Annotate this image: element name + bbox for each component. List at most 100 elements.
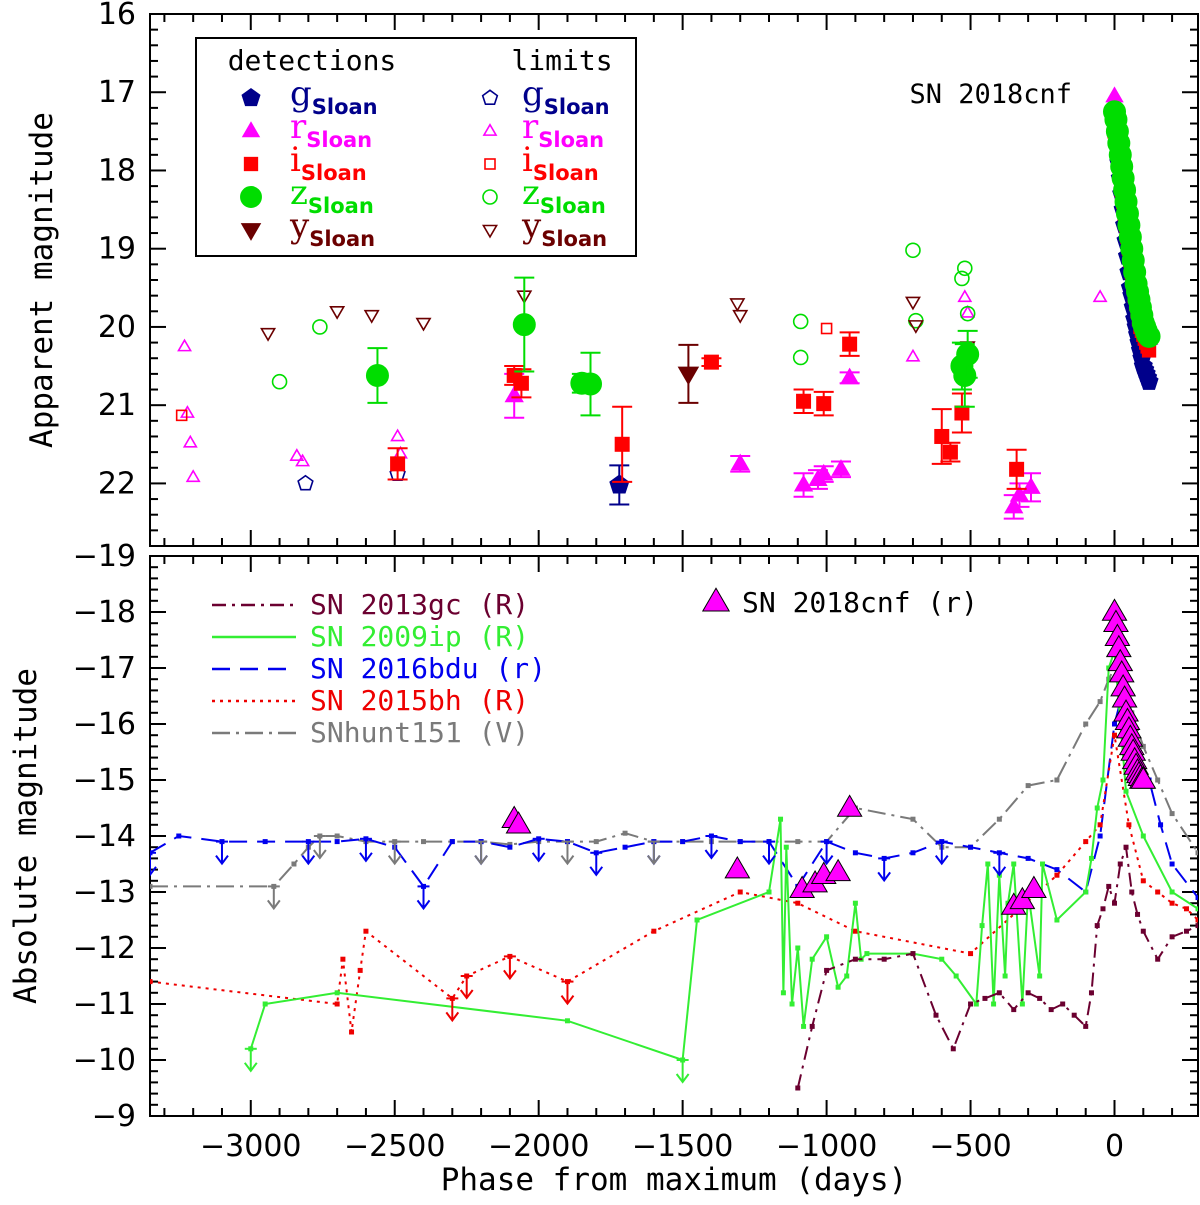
detection-point-z xyxy=(365,363,389,387)
limit-point-y xyxy=(907,320,924,334)
legend-label-sn2015bh: SN 2015bh (R) xyxy=(310,684,529,717)
series-point-sn2016bdu xyxy=(1158,822,1164,828)
legend-marker-limit xyxy=(481,89,499,106)
series-point-sn2013gc xyxy=(1135,911,1141,917)
legend-band-label: iSloan xyxy=(522,140,599,185)
limit-arrow-head xyxy=(704,849,719,860)
series-point-sn2013gc xyxy=(1169,934,1175,940)
series-point-sn2009ip xyxy=(852,900,858,906)
limit-point-r xyxy=(182,434,198,448)
series-point-sn2015bh xyxy=(357,967,363,973)
bottom-legend: SN 2013gc (R)SN 2009ip (R)SN 2016bdu (r)… xyxy=(212,586,978,749)
series-point-sn2013gc xyxy=(1106,883,1112,889)
series-point-sn2013gc xyxy=(852,956,858,962)
y-tick-label: −19 xyxy=(73,539,136,574)
y-tick-label: −10 xyxy=(73,1043,136,1078)
series-point-sn2009ip xyxy=(1169,889,1175,895)
series-point-sn2013gc xyxy=(824,967,830,973)
series-point-sn2013gc xyxy=(1155,956,1161,962)
series-point-sn2009ip xyxy=(766,889,772,895)
series-point-sn2013gc xyxy=(881,956,887,962)
y-tick-label: −15 xyxy=(73,763,136,798)
detection-point-r xyxy=(831,459,851,476)
series-point-sn2009ip xyxy=(1040,861,1046,867)
series-point-snhunt151 xyxy=(1140,743,1146,749)
limit-arrow-head xyxy=(992,866,1007,877)
series-point-sn2013gc xyxy=(1094,923,1100,929)
y-tick-label: 20 xyxy=(98,310,136,345)
detection-point-z xyxy=(579,372,603,396)
limit-point-i xyxy=(820,322,833,335)
series-point-sn2009ip xyxy=(564,1018,570,1024)
series-point-snhunt151 xyxy=(421,839,427,845)
limit-point-y xyxy=(329,305,346,320)
limit-arrow-head xyxy=(474,854,488,866)
sn2018cnf-point xyxy=(1020,875,1047,898)
series-point-sn2009ip xyxy=(1037,973,1043,979)
series-point-sn2015bh xyxy=(349,1029,355,1035)
limit-arrow-head xyxy=(675,1073,690,1084)
series-point-sn2013gc xyxy=(1011,1007,1017,1013)
sn2018cnf-point xyxy=(724,855,751,879)
legend-marker-detection xyxy=(241,121,261,138)
series-point-snhunt151 xyxy=(1195,850,1198,856)
limit-point-z xyxy=(959,305,976,322)
series-point-sn2013gc xyxy=(1088,990,1094,996)
series-point-snhunt151 xyxy=(795,839,801,845)
series-point-sn2013gc xyxy=(1071,1012,1077,1018)
band-subscript: Sloan xyxy=(533,161,599,185)
detection-point-i xyxy=(796,393,812,409)
y-tick-label: 22 xyxy=(98,466,136,501)
legend-marker-limit xyxy=(482,224,498,239)
band-letter: z xyxy=(522,173,540,213)
limit-point-z xyxy=(271,373,288,390)
y-tick-label: −16 xyxy=(73,707,136,742)
series-point-sn2015bh xyxy=(150,979,153,985)
limit-point-z xyxy=(312,319,328,335)
series-point-snhunt151 xyxy=(1169,811,1175,817)
legend-marker-limit xyxy=(482,123,498,136)
series-point-sn2013gc xyxy=(1083,1023,1089,1029)
limit-arrow-head xyxy=(819,854,834,866)
legend-marker-limit xyxy=(484,158,496,170)
series-point-sn2015bh xyxy=(363,928,369,934)
series-point-sn2009ip xyxy=(783,844,789,850)
limit-point-r xyxy=(185,469,201,483)
legend-label-sn2009ip: SN 2009ip (R) xyxy=(310,620,529,653)
limit-arrow-head xyxy=(301,854,316,866)
legend-band-label: rSloan xyxy=(290,107,372,152)
series-point-sn2009ip xyxy=(1195,906,1198,912)
series-point-sn2015bh xyxy=(737,889,743,895)
band-subscript: Sloan xyxy=(538,128,604,152)
series-point-sn2009ip xyxy=(985,861,991,867)
series-point-sn2015bh xyxy=(1169,900,1175,906)
x-tick-label: −3000 xyxy=(200,1129,301,1164)
band-subscript: Sloan xyxy=(306,128,372,152)
legend-marker-detection xyxy=(240,186,262,208)
detection-point-z xyxy=(956,342,980,366)
y-axis-title-bottom: Absolute magnitude xyxy=(8,668,44,1004)
series-point-sn2016bdu xyxy=(622,844,628,850)
legend-band-label: ySloan xyxy=(521,206,607,251)
series-point-sn2016bdu xyxy=(176,833,182,839)
band-letter: r xyxy=(290,107,307,147)
series-point-snhunt151 xyxy=(910,816,916,822)
series-point-snhunt151 xyxy=(334,833,340,839)
band-subscript: Sloan xyxy=(541,227,607,251)
series-point-sn2009ip xyxy=(1140,833,1146,839)
legend-band-label: zSloan xyxy=(290,173,374,218)
series-point-sn2013gc xyxy=(933,1012,939,1018)
series-point-snhunt151 xyxy=(622,830,628,836)
limit-arrow-head xyxy=(762,854,776,866)
series-point-sn2009ip xyxy=(864,951,870,957)
band-subscript: Sloan xyxy=(309,227,375,251)
series-point-sn2013gc xyxy=(968,1001,974,1007)
sn2018cnf-point xyxy=(505,811,532,834)
series-point-sn2016bdu xyxy=(1025,855,1031,861)
series-point-sn2016bdu xyxy=(1169,861,1175,867)
series-point-sn2013gc xyxy=(996,990,1002,996)
limit-point-r xyxy=(905,348,921,362)
series-point-sn2015bh xyxy=(1195,917,1198,923)
limit-point-y xyxy=(415,317,432,332)
